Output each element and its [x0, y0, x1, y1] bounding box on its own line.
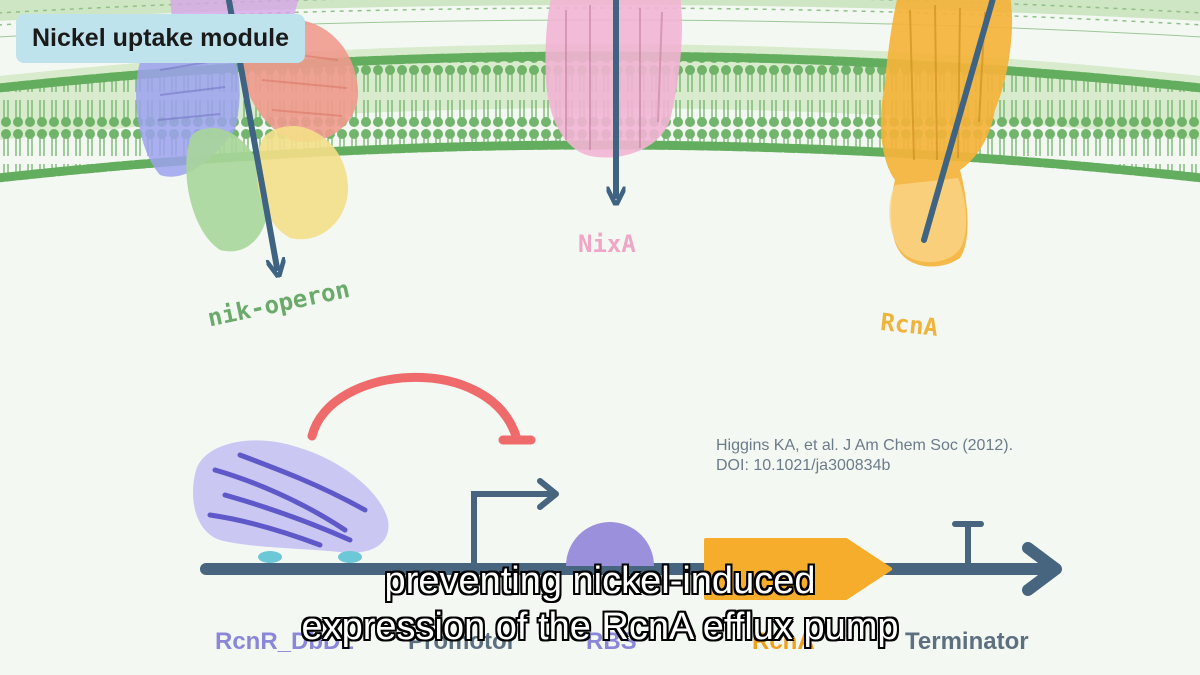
- module-badge: Nickel uptake module: [16, 14, 306, 63]
- regulator-protein: [193, 440, 389, 563]
- subtitle-line-2: expression of the RcnA efflux pump: [301, 606, 899, 648]
- subtitle-overlay: preventing nickel-induced expression of …: [0, 558, 1200, 650]
- citation: Higgins KA, et al. J Am Chem Soc (2012).…: [716, 436, 1013, 476]
- gene-label-terminator: Terminator: [905, 628, 1029, 655]
- gene-label-gene: RcnA: [752, 628, 815, 655]
- nik-transporter-complex: [136, 0, 359, 252]
- dna-arrowhead: [1022, 542, 1062, 596]
- gene-circuit: [193, 373, 1062, 600]
- gene-cds-glyph: [704, 538, 892, 600]
- gene-label-promoter: Promotor: [408, 628, 516, 655]
- subtitle-line-1: preventing nickel-induced: [384, 560, 816, 602]
- promoter-glyph: [471, 491, 555, 569]
- gene-label-regulator: RcnR_DbD1: [215, 628, 354, 655]
- citation-reference: Higgins KA, et al. J Am Chem Soc (2012).: [716, 437, 1014, 454]
- rcna-efflux-arrow: [921, 0, 996, 243]
- citation-doi: DOI: 10.1021/ja300834b: [716, 457, 891, 474]
- gene-label-rbs: RBS: [586, 628, 637, 655]
- rcna-label: RcnA: [879, 308, 940, 342]
- nixa-label: NixA: [578, 230, 636, 258]
- promoter-arrowhead: [537, 478, 559, 510]
- repression-arc: [307, 373, 521, 441]
- rbs-glyph: [566, 522, 654, 566]
